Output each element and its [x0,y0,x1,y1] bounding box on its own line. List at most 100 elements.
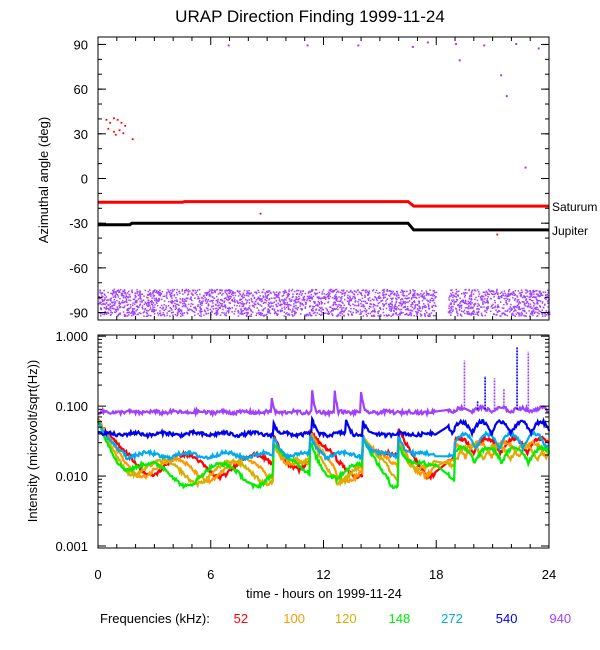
azimuth-scatter-point [161,298,163,301]
azimuth-scatter-point [402,302,404,305]
azimuth-scatter-point [206,301,209,303]
azimuth-scatter-point [215,311,218,314]
azimuth-scatter-point [450,302,453,305]
azimuth-scatter-point [269,292,271,294]
azimuth-scatter-point [339,306,341,309]
azimuth-scatter-point [100,312,102,315]
azimuth-scatter-point [282,302,285,304]
azimuth-scatter-point [118,304,120,307]
azimuth-scatter-point [380,300,382,302]
azimuth-scatter-point [305,313,308,316]
azimuth-scatter-point [428,308,430,310]
azimuth-scatter-point [481,314,483,316]
azimuth-scatter-point [268,310,270,313]
azimuth-scatter-point [414,290,416,292]
azimuth-scatter-point [246,299,248,302]
azimuth-scatter-point [487,296,489,298]
azimuth-scatter-point [231,298,234,301]
azimuth-scatter-point [227,312,230,314]
azimuth-scatter-point [114,302,116,305]
azimuth-scatter-point [498,297,501,300]
azimuth-scatter-point [520,293,523,296]
azimuth-scatter-point [429,289,431,291]
azimuth-scatter-point [315,293,318,295]
azimuth-scatter-point [528,310,530,312]
azimuth-scatter-point [490,305,492,308]
azimuth-scatter-point [523,296,525,298]
azimuth-scatter-point [219,289,221,291]
azimuth-scatter-point [204,299,207,301]
azimuth-scatter-point [159,312,162,314]
azimuth-scatter-point [310,290,312,293]
azimuth-scatter-point [471,291,473,293]
azimuth-scatter-point [377,302,380,305]
azimuth-scatter-point [465,299,467,302]
azimuth-scatter-point [331,291,333,293]
azimuth-scatter-point [118,313,120,315]
azimuth-scatter-point [146,303,148,305]
azimuth-scatter-point [497,295,500,298]
azimuth-scatter-point [492,313,495,315]
azimuth-scatter-point [449,310,451,312]
azimuth-scatter-point [170,292,173,294]
azimuth-scatter-point [343,307,345,309]
azimuth-scatter-point [357,305,360,307]
azimuth-scatter-point [522,301,525,303]
azimuth-scatter-point [529,303,532,305]
azimuth-scatter-point [139,292,141,295]
azimuth-scatter-point [177,311,179,313]
azimuth-scatter-point [376,305,378,307]
azimuth-scatter-point [359,313,361,315]
azimuth-scatter-point [135,295,137,298]
azimuth-scatter-point [273,297,275,299]
azimuth-scatter-point [455,291,458,293]
azimuth-scatter-point [192,290,194,292]
azimuth-scatter-point [199,306,201,309]
azimuth-scatter-point [125,296,128,298]
azimuth-scatter-point [355,308,357,311]
azimuth-scatter-point [331,313,333,315]
x-tick-label: 0 [94,567,101,582]
azimuth-scatter-point [450,305,453,308]
azimuth-scatter-point [350,313,353,315]
azimuth-scatter-point [547,302,549,304]
azimuth-scatter-point [301,303,303,306]
azimuth-scatter-point [239,292,241,295]
azimuth-scatter-point [332,308,335,311]
azimuth-scatter-point [311,290,313,292]
azimuth-scatter-point [513,307,515,309]
azimuth-scatter-point [291,299,293,301]
azimuth-scatter-point [212,308,214,310]
azimuth-scatter-point [316,296,319,298]
azimuth-scatter-point [226,310,229,312]
azimuth-scatter-point [183,300,185,303]
azimuth-scatter-point [398,296,401,299]
azimuth-scatter-point [523,307,525,310]
azimuth-scatter-point [117,314,120,316]
azimuth-scatter-point [303,299,305,302]
azimuth-scatter-point [306,299,308,302]
azimuth-scatter-point [503,290,506,292]
azimuth-scatter-point [481,315,484,317]
azimuth-scatter-point [275,303,278,306]
azimuth-scatter-point [536,299,538,301]
azimuth-scatter-point [508,298,511,301]
azimuth-scatter-point [124,290,126,292]
azimuth-scatter-point [172,311,174,313]
azimuth-scatter-point [400,303,403,305]
azimuth-scatter-point [419,313,422,315]
azimuth-scatter-point [138,306,140,308]
azimuth-scatter-point [340,297,342,299]
azimuth-scatter-point [186,312,189,315]
azimuth-scatter-point [113,301,115,303]
azimuth-scatter-point [431,306,433,308]
azimuth-scatter-point [366,302,368,304]
azimuth-scatter-point [372,306,375,308]
azimuth-scatter-point [420,293,422,295]
azimuth-scatter-point [137,291,139,293]
azimuth-scatter-point [529,290,531,292]
azimuth-scatter-point [182,297,184,300]
azimuth-scatter-point [222,292,224,295]
azimuth-scatter-point [136,309,138,311]
azimuth-scatter-point [211,300,213,302]
